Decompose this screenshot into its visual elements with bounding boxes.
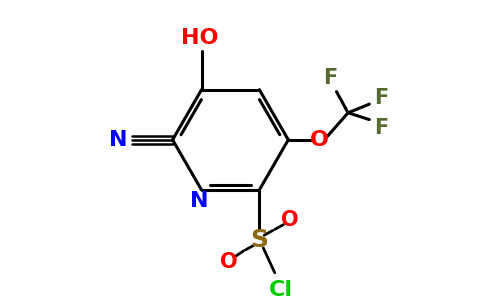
Text: N: N	[109, 130, 128, 150]
Text: O: O	[310, 130, 329, 150]
Text: O: O	[220, 252, 237, 272]
Text: N: N	[190, 191, 209, 212]
Text: F: F	[374, 88, 388, 108]
Text: O: O	[281, 210, 299, 230]
Text: Cl: Cl	[269, 280, 292, 300]
Text: S: S	[250, 228, 268, 252]
Text: HO: HO	[181, 28, 218, 48]
Text: F: F	[374, 118, 388, 138]
Text: F: F	[324, 68, 338, 88]
